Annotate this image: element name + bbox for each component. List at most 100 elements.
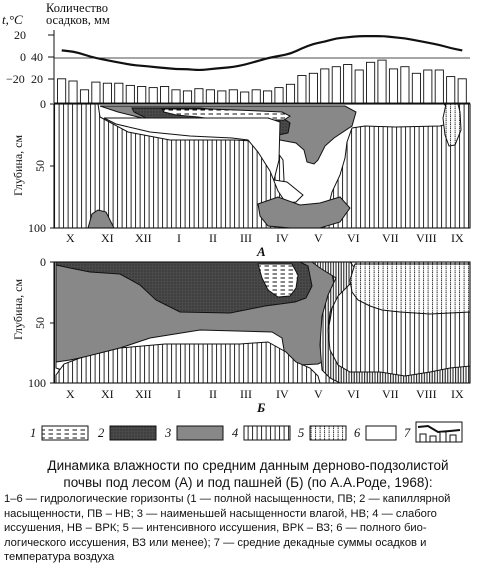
- panel-a-depth-tick-100: 100: [28, 221, 46, 235]
- panel-a-month-labels: X XI XII I II III IV V VI VII VIII IX: [66, 231, 464, 245]
- precipitation-axis-label-2: осадков, мм: [46, 13, 110, 27]
- temperature-curve: [61, 34, 463, 72]
- precipitation-bar: [137, 86, 147, 104]
- panel-b-depth-tick-50: 50: [33, 317, 47, 329]
- precipitation-bar: [114, 82, 124, 104]
- precipitation-tick-40: 40: [31, 50, 43, 64]
- precipitation-bar: [274, 87, 284, 104]
- precipitation-bar: [434, 69, 444, 104]
- temperature-tick-0: 0: [20, 50, 26, 64]
- panel-b-month-viii: VIII: [416, 387, 437, 401]
- precipitation-bar: [457, 78, 467, 104]
- precipitation-bar: [366, 61, 376, 104]
- precipitation-bar: [354, 69, 364, 104]
- legend-swatch-7: [415, 421, 463, 443]
- figure-caption: Динамика влажности по средним данным дер…: [18, 457, 478, 491]
- panel-b-month-vi: VI: [347, 387, 360, 401]
- legend: 1 2 3 4 5 6 7: [30, 421, 463, 443]
- panel-a-plot: [53, 103, 471, 229]
- legend-swatch-1: [41, 425, 89, 441]
- panel-b-plot: [53, 261, 471, 384]
- precipitation-bar: [125, 84, 135, 104]
- precipitation-bar: [57, 78, 67, 104]
- precipitation-bar: [79, 89, 90, 104]
- panel-b-depth-axis-label: Глубина, см: [11, 279, 25, 340]
- panel-b-month-vii: VII: [382, 387, 399, 401]
- legend-label-1: 1: [30, 426, 36, 440]
- precipitation-tick-20: 20: [31, 72, 43, 86]
- note-line-5: температура воздуха: [4, 551, 115, 564]
- panel-a-label: А: [256, 244, 266, 259]
- precipitation-bar: [388, 68, 399, 104]
- panel-b-month-labels: X XI XII I II III IV V VI VII VIII IX: [66, 387, 464, 401]
- legend-label-7: 7: [404, 426, 411, 440]
- precipitation-bar: [423, 69, 433, 104]
- precipitation-bar: [217, 90, 227, 104]
- panel-a-month-ii: II: [209, 231, 217, 245]
- precipitation-bar: [263, 90, 273, 104]
- legend-label-4: 4: [232, 426, 238, 440]
- precipitation-bar: [411, 72, 421, 104]
- panel-a-depth-axis: 0 50 100 Глубина, см: [11, 97, 54, 235]
- precipitation-bar: [377, 59, 387, 104]
- panel-b-month-xii: XII: [135, 387, 152, 401]
- precipitation-bar: [160, 86, 170, 104]
- legend-swatch-3: [176, 425, 224, 441]
- panel-b-month-xi: XI: [101, 387, 114, 401]
- note-line-1: 1–6 — гидрологические горизонты (1 — пол…: [4, 493, 451, 505]
- legend-swatch-5: [309, 425, 347, 441]
- panel-a-month-vii: VII: [382, 231, 399, 245]
- precipitation-bar: [102, 82, 112, 104]
- temperature-tick-20: 20: [14, 28, 26, 42]
- figure-notes: 1–6 — гидрологические горизонты (1 — пол…: [4, 492, 482, 565]
- precipitation-bar: [400, 66, 410, 104]
- legend-label-5: 5: [298, 426, 304, 440]
- precipitation-bar: [446, 76, 456, 104]
- legend-label-6: 6: [354, 426, 361, 440]
- note-line-2: насыщенности, ПВ – НВ; 3 — наименьшей на…: [4, 507, 437, 520]
- caption-line-1: Динамика влажности по средним данным дер…: [47, 458, 449, 473]
- legend-swatch-6: [365, 425, 397, 441]
- temperature-axis-label: t,°C: [2, 12, 23, 27]
- panel-a-month-xi: XI: [101, 231, 114, 245]
- panel-b-label: Б: [256, 400, 265, 415]
- panel-a-month-xii: XII: [135, 231, 152, 245]
- precipitation-bar: [320, 68, 330, 104]
- panel-a-depth-axis-label: Глубина, см: [11, 135, 25, 196]
- panel-b-month-x: X: [66, 387, 75, 401]
- precipitation-bar: [228, 89, 238, 104]
- panel-a-month-ix: IX: [451, 231, 464, 245]
- precipitation-axis-label-1: Количество: [46, 1, 108, 15]
- temperature-tick-minus20: −20: [6, 72, 25, 86]
- legend-label-3: 3: [164, 426, 171, 440]
- panel-b-depth-tick-100: 100: [28, 376, 46, 390]
- precipitation-bar: [251, 89, 261, 104]
- legend-swatch-4: [243, 425, 291, 441]
- panel-a-month-v: V: [314, 231, 323, 245]
- panel-a-depth-tick-0: 0: [40, 97, 46, 111]
- panel-b-month-iv: IV: [276, 387, 289, 401]
- note-line-3: иссушения, НВ – ВРК; 5 — интенсивного ис…: [4, 522, 427, 535]
- panel-a-month-i: I: [177, 231, 181, 245]
- climate-chart: [48, 30, 470, 104]
- precipitation-bar: [182, 90, 193, 104]
- precipitation-bar: [148, 87, 158, 104]
- panel-b-month-ii: II: [209, 387, 217, 401]
- panel-b-depth-axis: 0 50 100 Глубина, см: [11, 255, 54, 390]
- precipitation-bar: [171, 89, 181, 104]
- panel-b-month-ix: IX: [451, 387, 464, 401]
- panel-a-month-iv: IV: [276, 231, 289, 245]
- precipitation-bar: [194, 88, 204, 104]
- panel-b-month-i: I: [177, 387, 181, 401]
- panel-a-month-iii: III: [240, 231, 252, 245]
- precipitation-bar: [285, 83, 296, 104]
- precipitation-bar: [205, 89, 215, 104]
- panel-a-month-vi: VI: [347, 231, 360, 245]
- panel-a-month-x: X: [66, 231, 75, 245]
- legend-label-2: 2: [98, 426, 104, 440]
- panel-b-depth-tick-0: 0: [40, 255, 46, 269]
- precipitation-bar: [91, 81, 101, 104]
- caption-line-2: почвы под лесом (А) и под пашней (Б) (по…: [63, 475, 433, 490]
- panel-b-month-iii: III: [240, 387, 252, 401]
- note-line-4: логического иссушения, ВЗ или менее); 7 …: [4, 536, 427, 549]
